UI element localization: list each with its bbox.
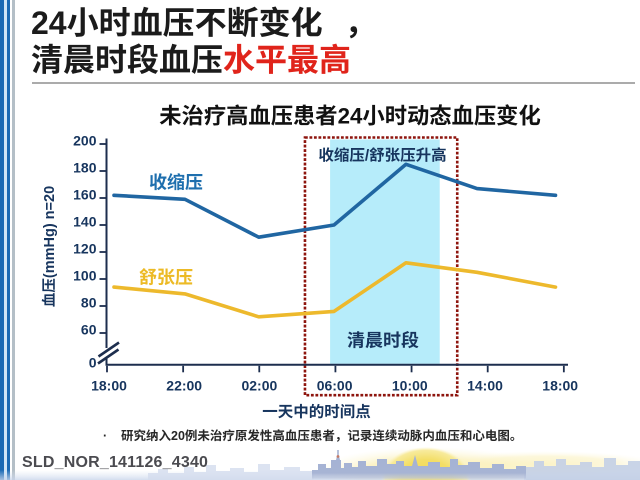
slide-title-line2-red: 水平最高 — [223, 42, 352, 78]
y-tick-label: 60 — [81, 321, 97, 337]
footnote: · 研究纳入20例未治疗原发性高血压患者，记录连续动脉内血压和心电图。 — [103, 425, 573, 444]
slide-title-line2: 清晨时段血压水平最高 — [31, 42, 631, 79]
axis-break-slash-upper — [97, 341, 120, 358]
y-axis-title: 血压(mmHg) n=20 — [41, 186, 58, 307]
antenna-light — [336, 455, 340, 458]
antenna — [337, 450, 339, 457]
series-line-systolic — [112, 162, 558, 239]
x-axis-title: 一天中的时间点 — [262, 403, 371, 421]
y-tick-label: 80 — [81, 294, 97, 310]
y-tick-label: 100 — [73, 267, 97, 283]
y-tick-label: 140 — [73, 213, 97, 229]
left-accent-bar-gray — [12, 0, 15, 480]
x-tick-label: 18:00 — [91, 378, 127, 394]
left-accent-bar-pale — [4, 0, 7, 480]
x-tick-label: 22:00 — [166, 378, 202, 394]
series-line-diastolic — [112, 260, 558, 319]
skyline-main-shape — [312, 455, 526, 480]
x-tick-label: 06:00 — [317, 378, 353, 394]
diastolic-series-label: 舒张压 — [139, 268, 193, 288]
slide-title-line2-black: 清晨时段血压 — [31, 42, 224, 78]
y-zero-label: 0 — [89, 355, 97, 371]
skyline-far-left — [148, 464, 314, 480]
skyline-group — [0, 447, 640, 480]
y-tick-label: 120 — [73, 240, 97, 256]
y-tick-label: 180 — [73, 159, 97, 175]
skyline-main — [312, 450, 526, 480]
chart-title: 未治疗高血压患者24小时动态血压变化 — [159, 104, 541, 129]
left-accent-bar-thick — [0, 0, 4, 480]
slide-title-line1-text: 24小时血压不断变化 — [31, 5, 323, 41]
x-tick-label: 14:00 — [467, 378, 503, 394]
x-tick-label: 18:00 — [542, 378, 578, 394]
slide-title-line1-comma: ， — [344, 5, 377, 41]
x-tick-label: 02:00 — [241, 378, 277, 394]
y-tick-label: 160 — [73, 186, 97, 202]
annotation-label: 收缩压/舒张压升高 — [318, 147, 446, 165]
slide-title-line1: 24小时血压不断变化 ， — [31, 5, 631, 42]
axis-break-slash-lower — [97, 348, 120, 365]
morning-highlight-band — [330, 139, 440, 364]
title-underline — [32, 82, 635, 84]
x-tick-label: 10:00 — [392, 378, 428, 394]
footer-skyline-art — [0, 447, 640, 480]
slide-title: 24小时血压不断变化 ， 清晨时段血压水平最高 — [31, 5, 631, 79]
y-tick-label: 200 — [73, 132, 97, 148]
highlight-band-label: 清晨时段 — [347, 331, 419, 351]
elevated-bp-annotation-box — [303, 136, 459, 397]
slide-id: SLD_NOR_141126_4340 — [22, 454, 209, 471]
left-accent-bar-thin — [7, 0, 10, 480]
systolic-series-label: 收缩压 — [149, 173, 203, 193]
skyline-right-pale — [524, 458, 640, 480]
footnote-text: 研究纳入20例未治疗原发性高血压患者，记录连续动脉内血压和心电图。 — [121, 429, 523, 443]
footnote-bullet: · — [103, 429, 108, 443]
